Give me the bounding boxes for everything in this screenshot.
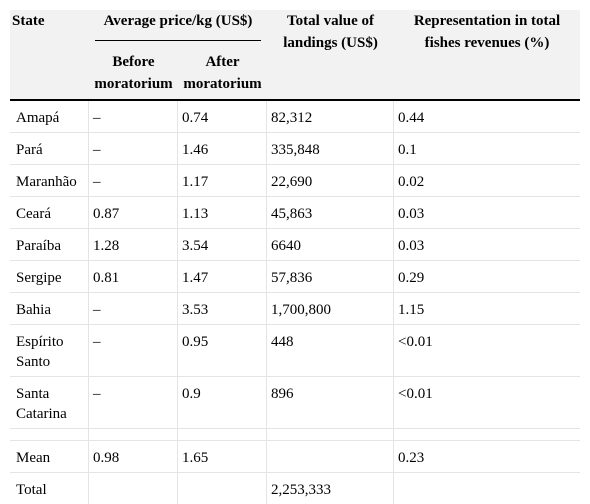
cell-after: 1.65 — [178, 441, 268, 473]
summary-row-total: Total 2,253,333 — [10, 473, 580, 504]
cell-total: 1,700,800 — [267, 293, 395, 325]
fish-revenue-table: State Average price/kg (US$) Total value… — [10, 10, 581, 504]
cell-after: 3.54 — [178, 229, 268, 261]
table-container: State Average price/kg (US$) Total value… — [10, 10, 581, 504]
table-row: Bahia – 3.53 1,700,800 1.15 — [10, 293, 581, 325]
cell-after: 3.53 — [178, 293, 268, 325]
table-row: Santa Catarina – 0.9 896 <0.01 — [10, 377, 581, 429]
cell-after: 1.17 — [178, 165, 268, 197]
cell-state: Santa Catarina — [10, 377, 89, 429]
header-average-price: Average price/kg (US$) — [89, 10, 268, 51]
cell-total: 335,848 — [267, 133, 395, 165]
cell-total: 57,836 — [267, 261, 395, 293]
cell-after: 0.9 — [178, 377, 268, 429]
cell-state: Espírito Santo — [10, 325, 89, 377]
cell-representation — [394, 473, 580, 504]
cell-representation: 0.23 — [394, 441, 581, 473]
table-body: Amapá – 0.74 82,312 0.44 Pará – 1.46 335… — [10, 101, 581, 504]
table-row: Maranhão – 1.17 22,690 0.02 — [10, 165, 581, 197]
cell-state: Total — [10, 473, 89, 504]
cell-before: 0.81 — [89, 261, 178, 293]
cell-representation: 0.29 — [394, 261, 581, 293]
cell-representation: 0.03 — [394, 229, 581, 261]
table-row: Espírito Santo – 0.95 448 <0.01 — [10, 325, 581, 377]
header-before-moratorium: Before moratorium — [89, 51, 178, 101]
cell-before: 1.28 — [89, 229, 178, 261]
cell-before: – — [89, 101, 178, 133]
cell-after: 1.13 — [178, 197, 268, 229]
cell-state: Sergipe — [10, 261, 89, 293]
table-row: Ceará 0.87 1.13 45,863 0.03 — [10, 197, 581, 229]
cell-total: 82,312 — [267, 101, 395, 133]
cell-total: 2,253,333 — [267, 473, 395, 504]
table-row: Pará – 1.46 335,848 0.1 — [10, 133, 581, 165]
header-after-moratorium: After moratorium — [178, 51, 268, 101]
cell-after: 0.95 — [178, 325, 268, 377]
cell-representation: 0.03 — [394, 197, 581, 229]
cell-representation: 0.1 — [394, 133, 581, 165]
cell-after — [178, 473, 268, 504]
table-row: Amapá – 0.74 82,312 0.44 — [10, 101, 581, 133]
cell-total: 896 — [267, 377, 395, 429]
spacer-row — [10, 429, 581, 441]
table-row: Paraíba 1.28 3.54 6640 0.03 — [10, 229, 581, 261]
cell-before: – — [89, 293, 178, 325]
cell-before: – — [89, 133, 178, 165]
cell-before: – — [89, 165, 178, 197]
cell-total: 448 — [267, 325, 395, 377]
summary-row-mean: Mean 0.98 1.65 0.23 — [10, 441, 581, 473]
cell-after: 1.46 — [178, 133, 268, 165]
cell-representation: 1.15 — [394, 293, 581, 325]
cell-state: Ceará — [10, 197, 89, 229]
cell-before — [89, 473, 178, 504]
cell-representation: <0.01 — [394, 325, 581, 377]
cell-after: 0.74 — [178, 101, 268, 133]
table-header: State Average price/kg (US$) Total value… — [10, 10, 581, 101]
header-state: State — [10, 10, 89, 101]
cell-before: – — [89, 377, 178, 429]
cell-after: 1.47 — [178, 261, 268, 293]
cell-state: Mean — [10, 441, 89, 473]
cell-state: Pará — [10, 133, 89, 165]
table-row: Sergipe 0.81 1.47 57,836 0.29 — [10, 261, 581, 293]
header-average-price-label: Average price/kg (US$) — [95, 10, 262, 41]
cell-total: 22,690 — [267, 165, 395, 197]
cell-representation: 0.44 — [394, 101, 581, 133]
header-representation: Representation in total fishes revenues … — [394, 10, 581, 101]
cell-state: Amapá — [10, 101, 89, 133]
header-total-value: Total value of landings (US$) — [267, 10, 395, 101]
cell-state: Maranhão — [10, 165, 89, 197]
cell-total — [267, 441, 395, 473]
cell-total: 6640 — [267, 229, 395, 261]
cell-state: Paraíba — [10, 229, 89, 261]
cell-representation: 0.02 — [394, 165, 581, 197]
cell-before: 0.98 — [89, 441, 178, 473]
cell-representation: <0.01 — [394, 377, 581, 429]
cell-before: – — [89, 325, 178, 377]
cell-total: 45,863 — [267, 197, 395, 229]
cell-state: Bahia — [10, 293, 89, 325]
cell-before: 0.87 — [89, 197, 178, 229]
